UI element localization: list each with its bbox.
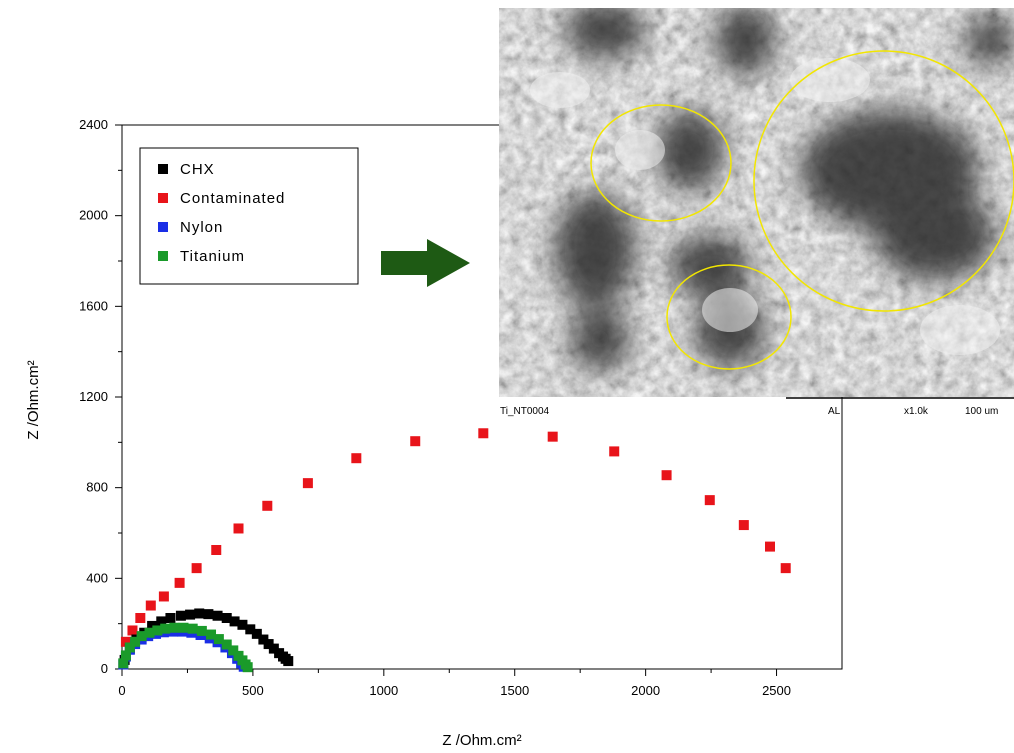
inset-image: Ti_NT0004 AL x1.0k 100 um bbox=[499, 8, 1014, 417]
data-point bbox=[213, 634, 224, 645]
data-point bbox=[765, 541, 775, 552]
legend-swatch bbox=[158, 193, 168, 203]
series-titanium bbox=[118, 622, 253, 673]
data-point bbox=[187, 623, 198, 634]
y-tick-label: 2400 bbox=[79, 117, 108, 132]
legend-swatch bbox=[158, 251, 168, 261]
data-point bbox=[178, 622, 189, 633]
data-point bbox=[780, 563, 791, 574]
data-point bbox=[160, 623, 171, 634]
y-tick-label: 2000 bbox=[79, 208, 108, 223]
data-point bbox=[547, 431, 558, 442]
data-point bbox=[196, 625, 207, 636]
y-tick-label: 800 bbox=[86, 480, 108, 495]
x-tick-label: 500 bbox=[242, 683, 264, 698]
x-tick-label: 0 bbox=[118, 683, 125, 698]
data-point bbox=[136, 631, 147, 642]
data-point bbox=[144, 627, 155, 638]
y-tick-label: 1600 bbox=[79, 298, 108, 313]
highlight-circle bbox=[590, 104, 732, 222]
legend-swatch bbox=[158, 222, 168, 232]
data-point bbox=[135, 613, 146, 623]
data-point bbox=[262, 500, 273, 511]
data-point bbox=[206, 629, 217, 640]
y-axis: 0 400 800 1200 1600 2000 2400 bbox=[79, 117, 122, 676]
data-point bbox=[242, 662, 253, 673]
data-point bbox=[169, 622, 180, 633]
data-point bbox=[120, 650, 131, 661]
data-point bbox=[194, 608, 205, 619]
data-point bbox=[263, 639, 274, 650]
legend-label: Contaminated bbox=[180, 190, 285, 207]
data-point bbox=[228, 645, 239, 656]
data-point bbox=[237, 619, 248, 630]
data-point bbox=[609, 446, 620, 457]
data-point bbox=[283, 656, 294, 667]
data-point bbox=[229, 616, 240, 627]
data-point bbox=[174, 577, 185, 588]
data-point bbox=[152, 625, 163, 636]
inset-caption-mode: AL bbox=[828, 406, 841, 417]
data-point bbox=[120, 636, 131, 647]
data-point bbox=[302, 478, 313, 489]
data-marks bbox=[118, 428, 791, 673]
data-point bbox=[738, 520, 749, 531]
data-point bbox=[268, 643, 279, 654]
data-point bbox=[245, 624, 256, 635]
data-point bbox=[410, 436, 421, 447]
data-point bbox=[191, 563, 202, 574]
legend-box bbox=[139, 147, 359, 285]
data-point bbox=[118, 658, 129, 669]
data-point bbox=[130, 636, 141, 647]
data-point bbox=[211, 545, 222, 555]
data-point bbox=[661, 470, 672, 481]
legend: CHX Contaminated Nylon Titanium bbox=[139, 147, 359, 285]
inset-caption-scale: 100 um bbox=[965, 406, 998, 417]
x-tick-label: 2500 bbox=[762, 683, 791, 698]
y-tick-label: 400 bbox=[86, 570, 108, 585]
highlight-circles bbox=[590, 50, 1014, 370]
x-axis-title: Z /Ohm.cm² bbox=[442, 732, 521, 749]
legend-label: Nylon bbox=[180, 219, 223, 236]
data-point bbox=[233, 523, 244, 534]
legend-swatch bbox=[158, 164, 168, 174]
data-point bbox=[258, 634, 269, 645]
data-point bbox=[704, 495, 715, 506]
x-tick-label: 1500 bbox=[500, 683, 529, 698]
data-point bbox=[165, 613, 176, 623]
data-point bbox=[203, 609, 214, 620]
data-point bbox=[185, 609, 196, 620]
inset-caption-zoom: x1.0k bbox=[904, 406, 929, 417]
y-axis-title: Z /Ohm.cm² bbox=[25, 360, 42, 439]
data-point bbox=[478, 428, 489, 439]
legend-label: CHX bbox=[180, 161, 215, 178]
data-point bbox=[158, 591, 169, 602]
data-point bbox=[221, 639, 232, 650]
legend-label: Titanium bbox=[180, 248, 245, 265]
x-axis: 0 500 1000 1500 2000 2500 bbox=[118, 669, 791, 698]
inset-caption-id: Ti_NT0004 bbox=[500, 406, 550, 417]
y-tick-label: 1200 bbox=[79, 389, 108, 404]
y-tick-label: 0 bbox=[101, 661, 108, 676]
data-point bbox=[156, 616, 167, 627]
series-contaminated bbox=[120, 428, 791, 647]
data-point bbox=[212, 610, 223, 621]
data-point bbox=[351, 453, 362, 464]
data-point bbox=[145, 600, 156, 611]
data-point bbox=[127, 625, 138, 636]
x-tick-label: 2000 bbox=[631, 683, 660, 698]
data-point bbox=[175, 610, 186, 621]
x-tick-label: 1000 bbox=[369, 683, 398, 698]
data-point bbox=[124, 642, 135, 653]
data-point bbox=[251, 628, 262, 639]
right-arrow-icon bbox=[381, 239, 470, 287]
highlight-circle bbox=[753, 50, 1014, 312]
data-point bbox=[221, 613, 232, 623]
data-point bbox=[147, 620, 158, 631]
highlight-circle bbox=[666, 264, 792, 370]
